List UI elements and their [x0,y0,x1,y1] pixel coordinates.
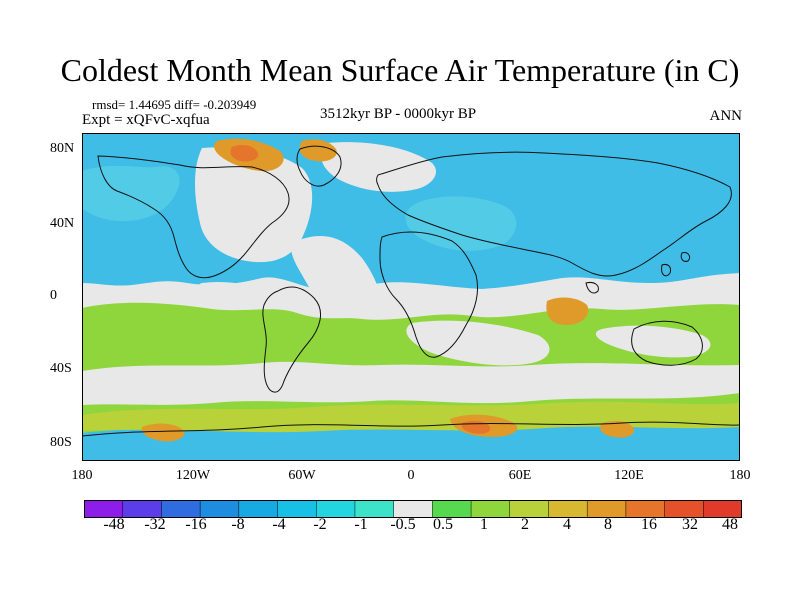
lat-label-80n: 80N [50,141,75,156]
colorbar-label-neg2: -2 [313,516,327,533]
lat-label-40s: 40S [50,361,72,376]
period-text: 3512kyr BP - 0000kyr BP [320,106,477,122]
map-frame [82,133,740,461]
colorbar-label-neg8: -8 [231,516,245,533]
arctic-gray [195,142,437,263]
coast-eurasia [376,151,732,277]
colorbar [84,500,742,518]
colorbar-label-neg16: -16 [185,516,207,533]
colorbar-label-32: 32 [682,516,698,533]
colorbar-label-4: 4 [563,516,571,533]
colorbar-label-1: 1 [480,516,488,533]
stats-text: rmsd= 1.44695 diff= -0.203949 [92,97,257,112]
coast-australia [631,320,703,366]
colorbar-label-neg4: -4 [272,516,286,533]
colorbar-label-48: 48 [722,516,738,533]
colorbar-label-neg1: -1 [354,516,368,533]
lat-label-80s: 80S [50,435,72,450]
colorbar-cells [84,500,742,518]
chart-title: Coldest Month Mean Surface Air Temperatu… [60,52,740,88]
lon-label-120w: 120W [175,468,211,483]
colorbar-label-neg0-5: -0.5 [390,516,416,533]
colorbar-label-2: 2 [521,516,529,533]
colorbar-label-neg32: -32 [144,516,166,533]
lon-label-0: 0 [407,468,415,483]
lon-label-120e: 120E [614,468,644,483]
coastlines [82,145,740,437]
colorbar-label-neg48: -48 [103,516,125,533]
temperature-field [82,133,740,461]
coast-north-america [97,155,290,279]
colorbar-label-16: 16 [641,516,657,533]
lon-label-180w: 180 [71,468,93,483]
coast-greenland [296,145,342,187]
season-text: ANN [709,108,743,124]
south-gray-bands [82,320,740,405]
lat-label-0: 0 [50,288,57,303]
colorbar-frame [84,500,742,518]
temperature-map [82,133,740,461]
coast-islands [585,252,691,294]
colorbar-cell [703,500,742,518]
coast-africa [379,231,479,358]
northern-light-blue-patches [82,165,517,251]
colorbar-label-0-5: 0.5 [433,516,453,533]
lat-label-40n: 40N [50,216,75,231]
colorbar-label-8: 8 [604,516,612,533]
coast-antarctica [82,421,740,437]
lon-label-60e: 60E [508,468,532,483]
lon-label-60w: 60W [288,468,316,483]
southern-ocean-blue-band [82,423,740,461]
lon-label-180e: 180 [729,468,751,483]
coast-south-america [262,286,322,393]
experiment-text: Expt = xQFvC-xqfua [82,112,210,128]
